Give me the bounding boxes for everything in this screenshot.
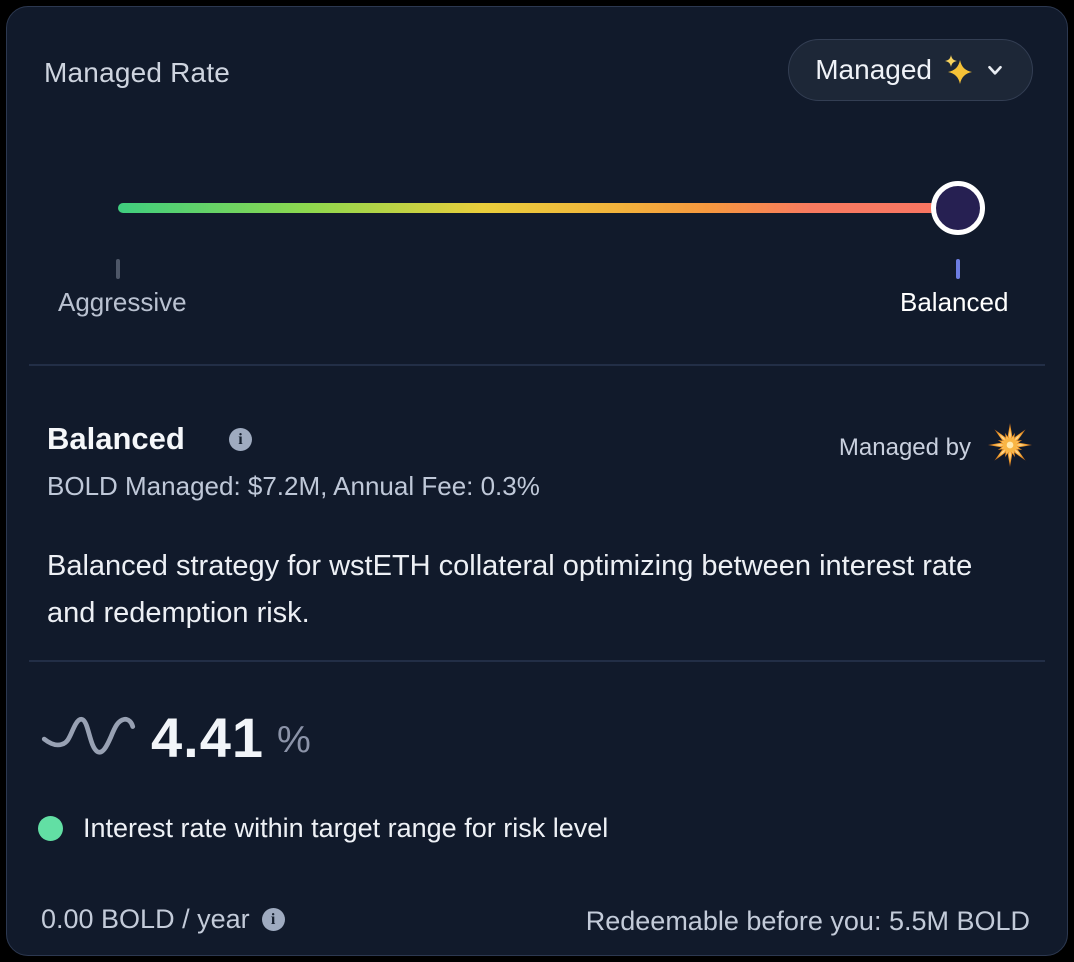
slider-label-aggressive: Aggressive: [58, 287, 187, 317]
slider-tick-balanced: [956, 259, 960, 279]
managed-by-label: Managed by: [838, 433, 971, 461]
interest-rate-unit: %: [277, 719, 311, 761]
strategy-description: Balanced strategy for wstETH collateral …: [47, 550, 973, 629]
slider-label-balanced: Balanced: [900, 287, 1009, 317]
mode-dropdown-button[interactable]: Managed: [788, 39, 1033, 101]
page-title: Managed Rate: [44, 57, 231, 88]
manager-starburst-icon: [987, 422, 1033, 473]
fee-info-icon[interactable]: i: [261, 908, 285, 931]
managed-rate-card: Managed Rate Managed Aggressive Balanced…: [6, 6, 1068, 956]
sparkles-icon: [942, 54, 974, 86]
fee-label: 0.00 BOLD / year: [41, 904, 250, 934]
managed-by: Managed by: [839, 422, 1033, 473]
slider-tick-aggressive: [116, 259, 120, 279]
strategy-name: Balanced: [47, 421, 185, 456]
strategy-stats: BOLD Managed: $7.2M, Annual Fee: 0.3%: [47, 471, 540, 501]
wave-icon: [41, 712, 137, 767]
redeemable-label: Redeemable before you: 5.5M BOLD: [585, 906, 1030, 936]
strategy-info-icon[interactable]: i: [229, 428, 252, 451]
risk-slider-track[interactable]: [118, 181, 985, 235]
status-message: Interest rate within target range for ri…: [83, 813, 609, 843]
chevron-down-icon: [984, 59, 1006, 81]
divider: [29, 660, 1045, 662]
divider: [29, 364, 1045, 366]
interest-rate-value: 4.41: [151, 706, 264, 769]
status-dot: [38, 816, 63, 841]
mode-dropdown-label: Managed: [815, 54, 932, 85]
fee-row: 0.00 BOLD / year i: [41, 904, 285, 935]
risk-slider-thumb[interactable]: [931, 181, 985, 235]
